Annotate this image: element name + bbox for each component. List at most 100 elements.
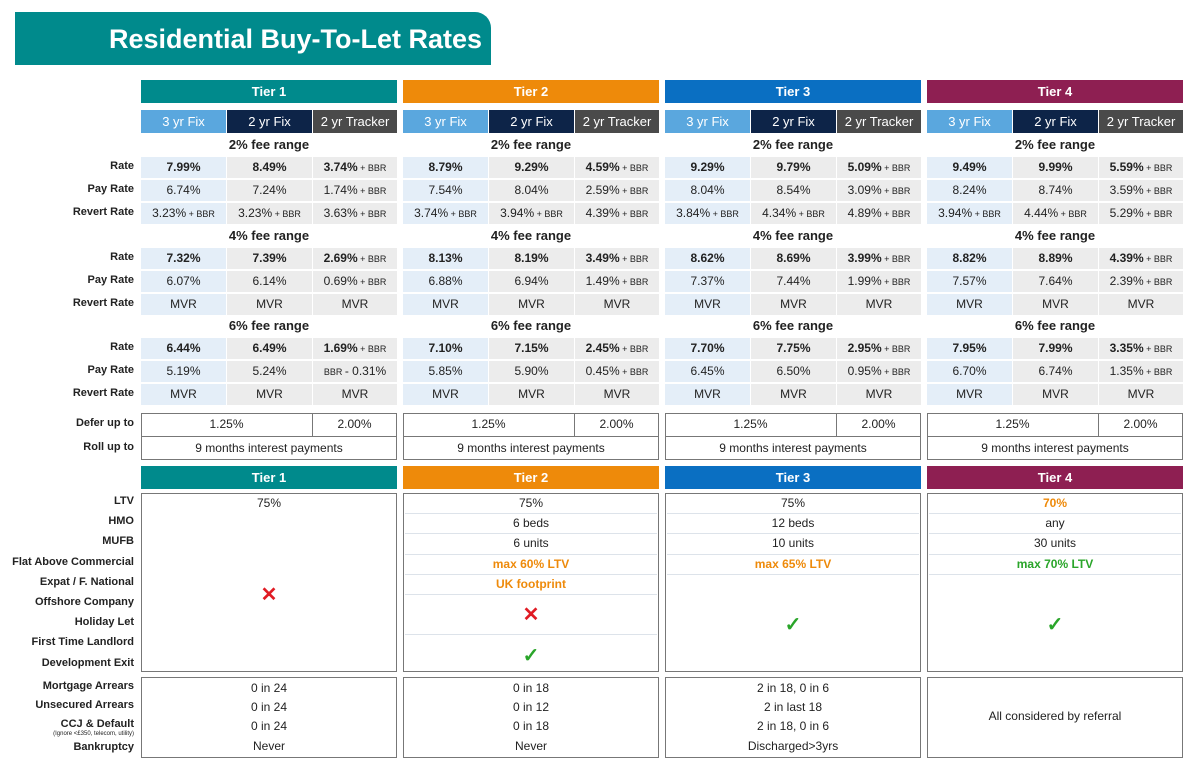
product-header: 2 yr Tracker bbox=[837, 110, 921, 133]
check-icon: ✓ bbox=[784, 614, 802, 637]
product-header: 2 yr Fix bbox=[1013, 110, 1098, 133]
rate-cell: 8.54% bbox=[751, 180, 836, 201]
rate-cell: 8.19% bbox=[489, 248, 574, 269]
divider bbox=[1098, 413, 1099, 436]
rate-cell: MVR bbox=[1099, 384, 1183, 405]
criteria-value: 70% bbox=[1042, 496, 1068, 510]
rate-cell: 5.24% bbox=[227, 361, 312, 382]
rate-cell: 7.75% bbox=[751, 338, 836, 359]
criteria-label: Flat Above Commercial bbox=[12, 555, 134, 568]
row-label-rate: Rate bbox=[110, 160, 134, 172]
fee-range-title: 6% fee range bbox=[228, 318, 310, 333]
credit-value: All considered by referral bbox=[988, 709, 1122, 723]
credit-value: Never bbox=[514, 739, 547, 753]
rate-cell: 3.99% + BBR bbox=[837, 248, 921, 269]
divider bbox=[405, 634, 657, 636]
rate-cell: 9.29% bbox=[665, 157, 750, 178]
criteria-value: any bbox=[1045, 516, 1065, 531]
product-header: 2 yr Fix bbox=[489, 110, 574, 133]
credit-label: Mortgage Arrears bbox=[42, 680, 134, 692]
rate-cell: 8.49% bbox=[227, 157, 312, 178]
criteria-value: 75% bbox=[518, 496, 544, 510]
divider bbox=[927, 436, 1183, 437]
product-header: 2 yr Fix bbox=[227, 110, 312, 133]
divider bbox=[929, 553, 1181, 555]
credit-value: 0 in 24 bbox=[250, 681, 288, 695]
rate-cell: 2.39% + BBR bbox=[1099, 271, 1183, 292]
credit-value: 0 in 18 bbox=[512, 719, 550, 733]
product-header: 2 yr Fix bbox=[751, 110, 836, 133]
rate-cell: MVR bbox=[751, 294, 836, 315]
rate-cell: 0.69% + BBR bbox=[313, 271, 397, 292]
row-label-rate: Rate bbox=[110, 341, 134, 353]
divider bbox=[667, 533, 919, 535]
rate-cell: 7.95% bbox=[927, 338, 1012, 359]
tier-header: Tier 4 bbox=[927, 466, 1183, 489]
divider bbox=[405, 513, 657, 515]
rate-cell: 6.74% bbox=[141, 180, 226, 201]
fee-range-title: 2% fee range bbox=[1014, 137, 1096, 152]
product-header: 3 yr Fix bbox=[927, 110, 1012, 133]
ccj-note: (Ignore <£350, telecom, utility) bbox=[53, 731, 134, 737]
criteria-value: 75% bbox=[780, 496, 806, 510]
divider bbox=[929, 513, 1181, 515]
fee-range-title: 6% fee range bbox=[490, 318, 572, 333]
rate-cell: 5.85% bbox=[403, 361, 488, 382]
credit-label: Bankruptcy bbox=[73, 741, 134, 753]
fee-range-title: 4% fee range bbox=[490, 228, 572, 243]
rate-cell: 5.59% + BBR bbox=[1099, 157, 1183, 178]
criteria-label: LTV bbox=[114, 495, 134, 507]
credit-value: Never bbox=[252, 739, 285, 753]
rate-cell: MVR bbox=[141, 294, 226, 315]
rate-cell: 7.37% bbox=[665, 271, 750, 292]
rate-cell: 7.54% bbox=[403, 180, 488, 201]
rate-cell: 7.39% bbox=[227, 248, 312, 269]
rate-cell: 7.99% bbox=[141, 157, 226, 178]
criteria-value: max 65% LTV bbox=[754, 556, 832, 571]
rate-cell: MVR bbox=[575, 294, 659, 315]
rate-cell: MVR bbox=[575, 384, 659, 405]
criteria-box bbox=[927, 493, 1183, 672]
criteria-value: 6 units bbox=[513, 536, 549, 551]
tier-header: Tier 2 bbox=[403, 80, 659, 103]
criteria-box bbox=[665, 493, 921, 672]
credit-box bbox=[141, 677, 397, 758]
rate-cell: 2.59% + BBR bbox=[575, 180, 659, 201]
credit-value: 2 in last 18 bbox=[763, 700, 823, 714]
rate-cell: 6.44% bbox=[141, 338, 226, 359]
rate-cell: 3.94% + BBR bbox=[489, 203, 574, 224]
rate-cell: MVR bbox=[665, 384, 750, 405]
rate-cell: 6.49% bbox=[227, 338, 312, 359]
fee-range-title: 4% fee range bbox=[228, 228, 310, 243]
criteria-box bbox=[141, 493, 397, 672]
fee-range-title: 4% fee range bbox=[752, 228, 834, 243]
rollup-value: 9 months interest payments bbox=[719, 441, 867, 455]
defer-value: 2.00% bbox=[599, 417, 634, 431]
rate-cell: 7.99% bbox=[1013, 338, 1098, 359]
product-header: 2 yr Tracker bbox=[313, 110, 397, 133]
rate-cell: 2.95% + BBR bbox=[837, 338, 921, 359]
defer-value: 1.25% bbox=[733, 417, 768, 431]
rate-cell: MVR bbox=[837, 384, 921, 405]
criteria-value: 75% bbox=[256, 496, 282, 510]
rate-cell: 4.39% + BBR bbox=[575, 203, 659, 224]
divider bbox=[665, 436, 921, 437]
criteria-label: First Time Landlord bbox=[31, 636, 134, 649]
rate-cell: 8.04% bbox=[489, 180, 574, 201]
rate-cell: 6.70% bbox=[927, 361, 1012, 382]
check-icon: ✓ bbox=[522, 644, 540, 667]
rate-cell: MVR bbox=[313, 384, 397, 405]
defer-label: Defer up to bbox=[75, 417, 134, 429]
criteria-label: MUFB bbox=[102, 535, 134, 548]
row-label-revert-rate: Revert Rate bbox=[72, 297, 134, 309]
rate-cell: 3.23% + BBR bbox=[141, 203, 226, 224]
divider bbox=[312, 413, 313, 436]
criteria-label: HMO bbox=[108, 515, 134, 528]
rate-cell: 8.82% bbox=[927, 248, 1012, 269]
criteria-label: Development Exit bbox=[41, 656, 134, 669]
rate-cell: 3.59% + BBR bbox=[1099, 180, 1183, 201]
row-label-pay-rate: Pay Rate bbox=[87, 183, 134, 195]
criteria-label: Expat / F. National bbox=[39, 575, 134, 588]
rate-cell: 6.94% bbox=[489, 271, 574, 292]
rate-cell: 8.62% bbox=[665, 248, 750, 269]
